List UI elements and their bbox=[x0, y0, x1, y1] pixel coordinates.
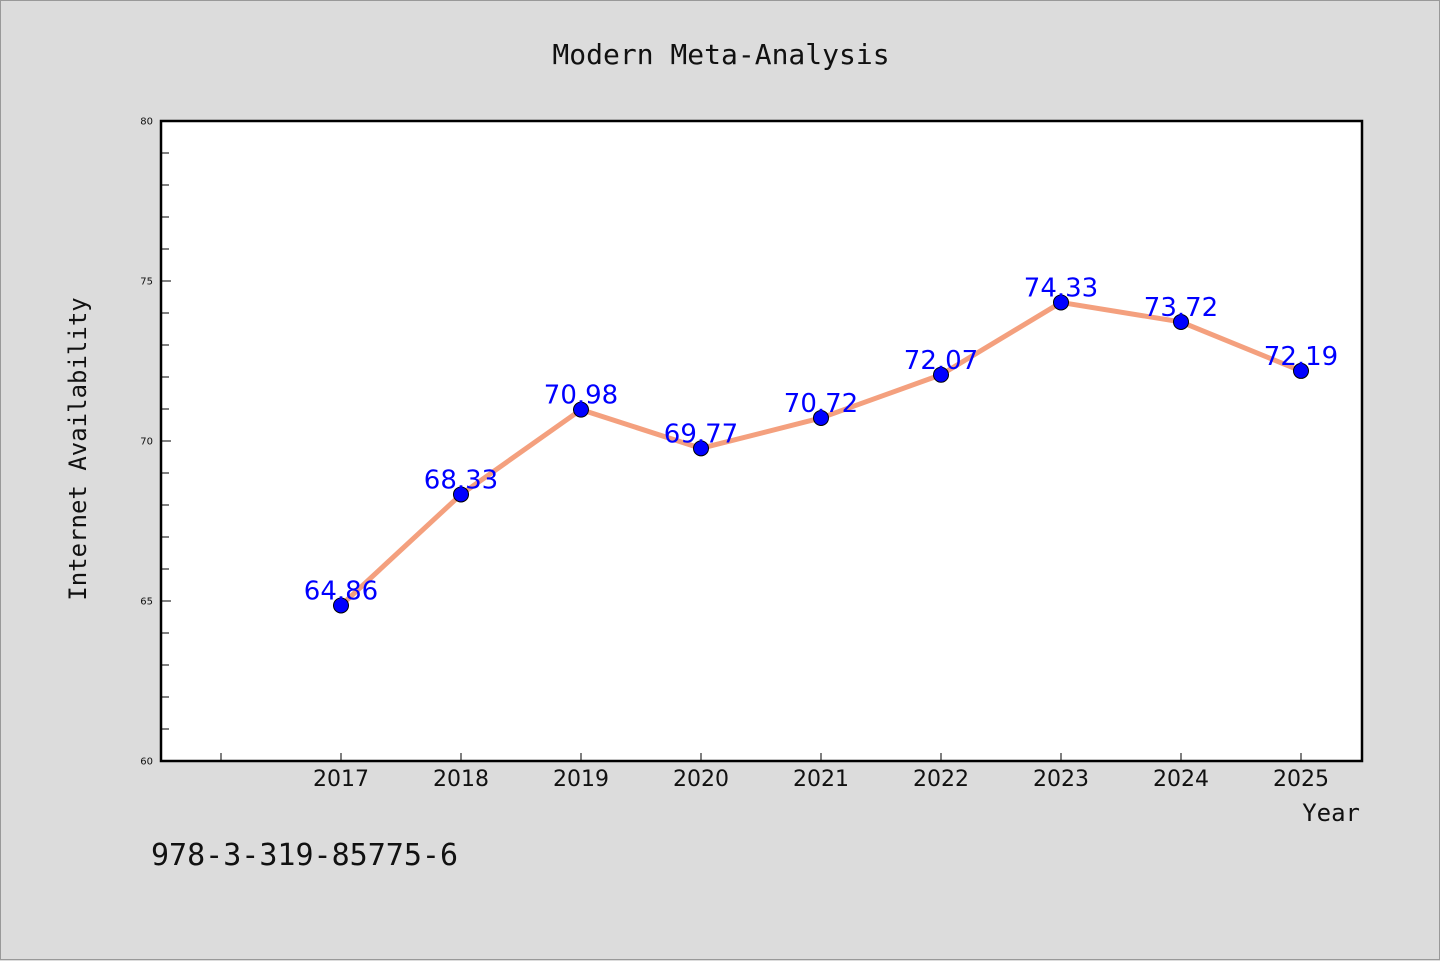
x-tick-label: 2023 bbox=[1033, 767, 1089, 792]
y-tick-label: 60 bbox=[140, 757, 153, 768]
x-axis-label: Year bbox=[1302, 799, 1360, 827]
data-point bbox=[333, 597, 349, 614]
data-label: 69.77 bbox=[664, 419, 738, 449]
data-point bbox=[573, 401, 589, 418]
y-axis-ticks: 60 65 70 75 80 bbox=[140, 117, 171, 768]
y-axis-label: Internet Availability bbox=[64, 297, 92, 600]
chart-title: Modern Meta-Analysis bbox=[552, 38, 889, 71]
y-tick-label: 75 bbox=[140, 277, 153, 288]
data-point bbox=[813, 409, 829, 426]
data-point bbox=[933, 366, 949, 383]
x-tick-label: 2025 bbox=[1273, 767, 1329, 792]
data-label: 74.33 bbox=[1024, 273, 1098, 303]
data-point bbox=[693, 440, 709, 457]
data-label: 70.72 bbox=[784, 389, 858, 419]
isbn-footnote: 978-3-319-85775-6 bbox=[151, 838, 458, 873]
data-label: 64.86 bbox=[304, 576, 378, 606]
x-tick-label: 2021 bbox=[793, 767, 849, 792]
x-tick-label: 2022 bbox=[913, 767, 969, 792]
data-point bbox=[1053, 294, 1069, 311]
x-tick-label: 2020 bbox=[673, 767, 729, 792]
x-tick-label: 2019 bbox=[553, 767, 609, 792]
x-tick-label: 2018 bbox=[433, 767, 489, 792]
data-point bbox=[453, 486, 469, 503]
data-label: 68.33 bbox=[424, 465, 498, 495]
series-layer bbox=[333, 294, 1309, 614]
x-axis-ticks: 2017 2018 2019 2020 2021 2022 2023 2024 2025 bbox=[220, 753, 1329, 792]
y-tick-label: 70 bbox=[140, 437, 153, 448]
data-label: 72.07 bbox=[904, 346, 978, 376]
y-tick-label: 65 bbox=[140, 597, 153, 608]
data-label: 73.72 bbox=[1144, 293, 1218, 323]
y-tick-label: 80 bbox=[140, 117, 153, 128]
x-tick-label: 2024 bbox=[1153, 767, 1209, 792]
data-label: 70.98 bbox=[544, 381, 618, 411]
x-tick-label: 2017 bbox=[313, 767, 369, 792]
data-point bbox=[1293, 362, 1309, 379]
plot-area bbox=[159, 119, 1364, 763]
data-point bbox=[1173, 313, 1189, 330]
data-label: 72.19 bbox=[1264, 342, 1338, 372]
data-labels: 64.86 68.33 70.98 69.77 70.72 72.07 74.33 73.72… bbox=[304, 273, 1338, 606]
